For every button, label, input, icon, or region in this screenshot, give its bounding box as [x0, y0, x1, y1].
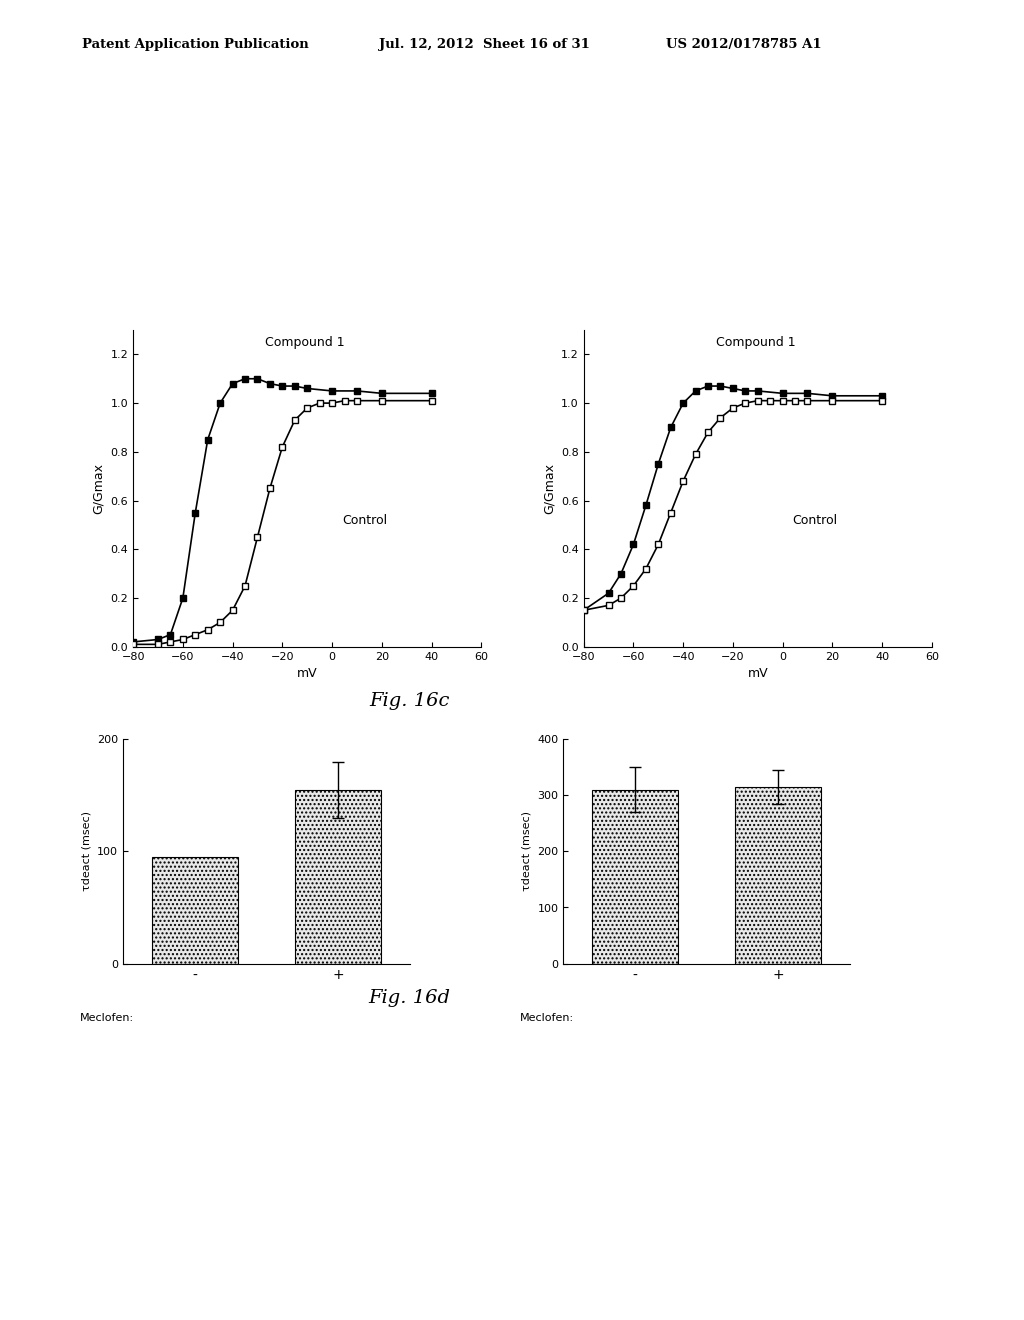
Text: US 2012/0178785 A1: US 2012/0178785 A1 [666, 37, 821, 50]
Bar [735, 787, 821, 964]
Y-axis label: G/Gmax: G/Gmax [543, 463, 555, 513]
Bar [152, 857, 238, 964]
Text: Patent Application Publication: Patent Application Publication [82, 37, 308, 50]
Text: Meclofen:: Meclofen: [80, 1012, 134, 1023]
Y-axis label: τdeact (msec): τdeact (msec) [521, 812, 531, 891]
Bar [592, 789, 678, 964]
Text: Fig. 16d: Fig. 16d [369, 989, 451, 1007]
Text: Control: Control [793, 513, 838, 527]
Text: Fig. 16c: Fig. 16c [370, 692, 450, 710]
X-axis label: mV: mV [297, 667, 317, 680]
Y-axis label: τdeact (msec): τdeact (msec) [81, 812, 91, 891]
Text: Compound 1: Compound 1 [716, 337, 796, 350]
Y-axis label: G/Gmax: G/Gmax [92, 463, 104, 513]
Text: Jul. 12, 2012  Sheet 16 of 31: Jul. 12, 2012 Sheet 16 of 31 [379, 37, 590, 50]
Text: Control: Control [342, 513, 387, 527]
X-axis label: mV: mV [748, 667, 768, 680]
Text: Meclofen:: Meclofen: [520, 1012, 574, 1023]
Text: Compound 1: Compound 1 [265, 337, 345, 350]
Bar [295, 789, 381, 964]
